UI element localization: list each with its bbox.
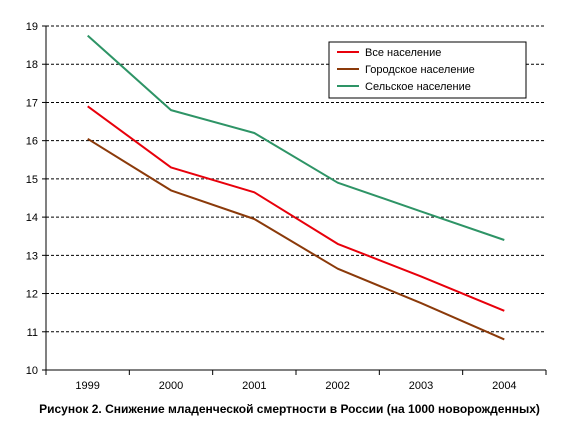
series-line-3 [87,34,505,241]
y-tick-label: 11 [27,327,38,339]
y-tick-label: 14 [26,212,38,224]
legend-label: Все население [365,47,441,59]
figure-caption: Рисунок 2. Снижение младенческой смертно… [39,402,540,416]
x-tick-labels: 1999 2000 2001 2002 2003 2004 [45,370,547,392]
y-tick-label: 10 [26,365,38,377]
x-tick-label: 2002 [325,380,349,392]
y-tick-label: 16 [26,136,38,148]
x-tick-label: 2001 [242,380,266,392]
x-tick-label: 2000 [159,380,183,392]
legend-label: Сельское население [365,81,471,93]
y-tick-label: 18 [26,59,38,71]
legend-box [328,41,527,99]
legend-label: Городское население [365,64,475,76]
y-tick-label: 12 [26,289,38,301]
y-tick-label: 17 [26,97,38,109]
y-tick-label: 15 [26,174,38,186]
series-line-1 [87,105,505,312]
series-lines [87,34,505,341]
x-tick-label: 2003 [409,380,433,392]
y-tick-labels: 10 11 12 13 14 15 16 17 18 19 [26,21,46,377]
legend: Все население Городское население Сельское… [328,41,527,99]
x-tick-label: 2004 [492,380,516,392]
y-tick-label: 13 [26,250,38,262]
series-line-2 [87,137,505,341]
x-tick-label: 1999 [75,380,99,392]
y-tick-label: 19 [26,21,38,33]
